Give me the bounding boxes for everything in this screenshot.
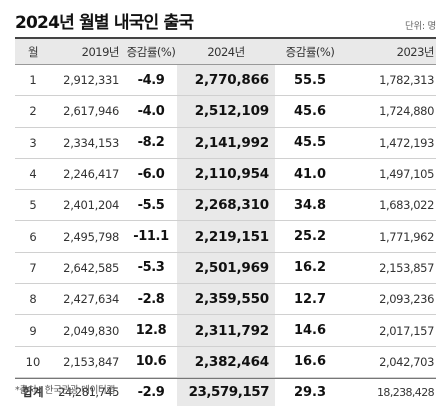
cell-2019: 2,049,830 <box>63 323 119 338</box>
table-row: 9 2,049,830 12.8 2,311,792 14.6 2,017,157 <box>15 315 436 347</box>
cell-rate-a: -8.2 <box>137 135 165 151</box>
header-2019: 2019년 <box>81 44 120 59</box>
table-row: 1 2,912,331 -4.9 2,770,866 55.5 1,782,313 <box>15 65 436 97</box>
cell-2023: 2,042,703 <box>379 354 434 369</box>
table-row: 4 2,246,417 -6.0 2,110,954 41.0 1,497,105 <box>15 158 436 191</box>
cell-rate-a: -5.5 <box>137 197 165 213</box>
departures-table: 월 2019년 증감률(%) 2024년 증감률(%) 2023년 1 2,912… <box>15 37 436 406</box>
cell-month: 2 <box>29 104 37 119</box>
table-row: 7 2,642,585 -5.3 2,501,969 16.2 2,153,857 <box>15 252 436 285</box>
cell-2023: 2,017,157 <box>379 323 434 338</box>
cell-month: 9 <box>29 323 37 338</box>
total-label: 합계 <box>22 385 44 400</box>
cell-month: 4 <box>29 167 37 182</box>
cell-rate-a: 10.6 <box>135 354 167 370</box>
cell-month: 8 <box>29 292 37 307</box>
cell-2019: 2,246,417 <box>63 167 119 182</box>
total-2024: 23,579,157 <box>177 378 275 406</box>
cell-2019: 2,642,585 <box>63 260 119 275</box>
header-rate-a: 증감률(%) <box>126 44 176 59</box>
cell-rate-a: -4.9 <box>137 72 165 88</box>
cell-rate-a: -4.0 <box>137 103 165 119</box>
cell-2023: 2,093,236 <box>379 292 434 307</box>
cell-rate-b: 16.6 <box>293 354 327 370</box>
cell-rate-b: 55.5 <box>293 72 327 88</box>
cell-rate-b: 34.8 <box>293 197 327 213</box>
cell-2019: 2,495,798 <box>63 229 119 244</box>
cell-2019: 2,617,946 <box>63 104 119 119</box>
cell-rate-b: 45.6 <box>293 103 327 119</box>
cell-2023: 1,683,022 <box>379 198 434 213</box>
cell-rate-a: -2.8 <box>137 291 165 307</box>
cell-rate-b: 12.7 <box>293 291 327 307</box>
cell-rate-b: 41.0 <box>293 166 327 182</box>
cell-2024: 2,501,969 <box>177 252 275 284</box>
cell-rate-b: 25.2 <box>293 229 327 245</box>
cell-month: 6 <box>29 229 37 244</box>
header-2024: 2024년 <box>207 44 245 59</box>
cell-2023: 1,472,193 <box>379 135 434 150</box>
title-row: 2024년 월별 내국인 출국 단위: 명 <box>15 6 436 36</box>
table-row: 5 2,401,204 -5.5 2,268,310 34.8 1,683,022 <box>15 190 436 222</box>
cell-2024: 2,219,151 <box>177 221 275 252</box>
cell-2019: 2,153,847 <box>63 354 119 369</box>
table-row: 3 2,334,153 -8.2 2,141,992 45.5 1,472,193 <box>15 127 436 159</box>
table-row: 8 2,427,634 -2.8 2,359,550 12.7 2,093,236 <box>15 284 436 316</box>
unit-label: 단위: 명 <box>405 21 436 32</box>
cell-2024: 2,268,310 <box>177 190 275 221</box>
cell-2024: 2,359,550 <box>177 284 275 315</box>
cell-2023: 1,771,962 <box>379 229 434 244</box>
cell-rate-a: 12.8 <box>135 323 167 339</box>
cell-2023: 2,153,857 <box>379 260 434 275</box>
cell-2024: 2,382,464 <box>177 346 275 377</box>
cell-rate-b: 16.2 <box>293 260 327 276</box>
cell-2023: 1,782,313 <box>379 73 434 88</box>
cell-rate-a: -6.0 <box>137 166 165 182</box>
total-2023: 18,238,428 <box>377 385 435 399</box>
cell-2019: 2,334,153 <box>63 135 119 150</box>
cell-month: 1 <box>29 73 37 88</box>
header-rate-b: 증감률(%) <box>285 44 335 59</box>
total-row: 합계 24,281,745 -2.9 23,579,157 29.3 18,23… <box>15 377 436 406</box>
cell-2024: 2,512,109 <box>177 96 275 127</box>
cell-2019: 2,401,204 <box>63 198 119 213</box>
table-row: 2 2,617,946 -4.0 2,512,109 45.6 1,724,880 <box>15 96 436 128</box>
cell-month: 3 <box>29 135 37 150</box>
cell-rate-a: -11.1 <box>133 229 169 245</box>
cell-2019: 2,427,634 <box>63 292 119 307</box>
table-row: 10 2,153,847 10.6 2,382,464 16.6 2,042,703 <box>15 346 436 378</box>
cell-rate-b: 45.5 <box>293 135 327 151</box>
table-row: 6 2,495,798 -11.1 2,219,151 25.2 1,771,962 <box>15 221 436 253</box>
page-title: 2024년 월별 내국인 출국 <box>15 13 194 33</box>
cell-2024: 2,141,992 <box>177 127 275 158</box>
cell-2024: 2,770,866 <box>177 65 275 96</box>
total-2019: 24,281,745 <box>58 385 119 400</box>
cell-rate-b: 14.6 <box>293 323 327 339</box>
table-body: 1 2,912,331 -4.9 2,770,866 55.5 1,782,313 2 2,6… <box>15 65 436 378</box>
cell-2019: 2,912,331 <box>63 73 119 88</box>
cell-month: 5 <box>29 198 37 213</box>
header-2023: 2023년 <box>396 44 435 59</box>
cell-2024: 2,311,792 <box>177 315 275 346</box>
header-month: 월 <box>27 44 39 59</box>
source-note: *출처 : 한국관광 데이터랩 <box>15 385 115 396</box>
cell-2023: 1,724,880 <box>379 104 434 119</box>
total-rate-a: -2.9 <box>137 384 165 400</box>
table-header: 월 2019년 증감률(%) 2024년 증감률(%) 2023년 <box>15 39 436 65</box>
cell-rate-a: -5.3 <box>137 260 165 276</box>
cell-month: 7 <box>29 260 37 275</box>
total-rate-b: 29.3 <box>293 384 327 400</box>
cell-2024: 2,110,954 <box>177 158 275 190</box>
cell-2023: 1,497,105 <box>379 167 434 182</box>
cell-month: 10 <box>25 354 41 369</box>
